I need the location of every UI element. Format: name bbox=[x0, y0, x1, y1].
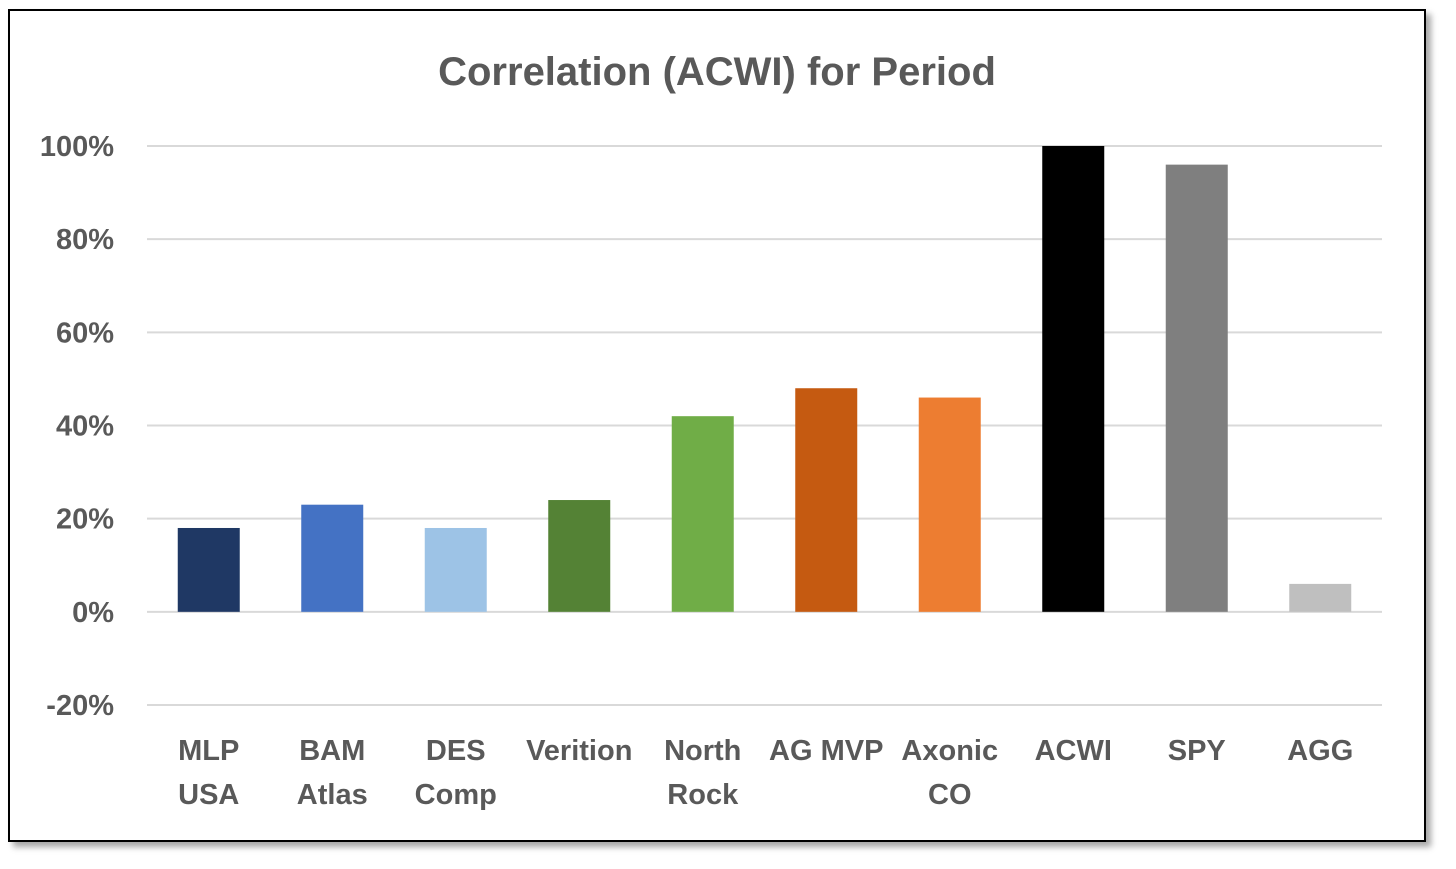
x-category-label: BAM bbox=[299, 735, 365, 767]
y-tick-label: 0% bbox=[72, 597, 114, 629]
x-axis-category-labels: MLP USA BAM Atlas DES Comp Verition North Rock AG… bbox=[178, 735, 1353, 811]
bar bbox=[1289, 583, 1352, 612]
bar bbox=[671, 416, 734, 612]
x-category-label: ACWI bbox=[1035, 735, 1112, 767]
x-category-label: Atlas bbox=[297, 779, 368, 811]
x-category-label: CO bbox=[928, 779, 972, 811]
x-category-label: Axonic bbox=[901, 735, 998, 767]
chart-title: Correlation (ACWI) for Period bbox=[438, 50, 996, 94]
y-tick-label: 40% bbox=[56, 411, 114, 443]
x-category-label: SPY bbox=[1168, 735, 1226, 767]
x-category-label: MLP bbox=[178, 735, 239, 767]
bars bbox=[177, 146, 1352, 612]
x-category-label: North bbox=[664, 735, 741, 767]
y-tick-label: 60% bbox=[56, 317, 114, 349]
x-category-label: DES bbox=[426, 735, 486, 767]
chart-frame: Correlation (ACWI) for Period 100% 80% 60%… bbox=[8, 9, 1426, 842]
y-tick-label: 80% bbox=[56, 224, 114, 256]
bar bbox=[918, 397, 981, 612]
y-axis-tick-labels: 100% 80% 60% 40% 20% 0% -20% bbox=[40, 131, 114, 722]
x-category-label: AGG bbox=[1287, 735, 1353, 767]
bar bbox=[1165, 164, 1228, 612]
bar bbox=[795, 388, 858, 612]
bar bbox=[548, 500, 611, 612]
bar bbox=[301, 504, 364, 612]
x-category-label: Comp bbox=[415, 779, 497, 811]
x-category-label: AG MVP bbox=[769, 735, 883, 767]
y-tick-label: 20% bbox=[56, 504, 114, 536]
y-tick-label: 100% bbox=[40, 131, 114, 163]
y-tick-label: -20% bbox=[46, 690, 114, 722]
bar bbox=[1042, 146, 1105, 612]
bar-chart: Correlation (ACWI) for Period 100% 80% 60%… bbox=[40, 50, 1382, 811]
bar bbox=[177, 527, 240, 612]
x-category-label: Verition bbox=[526, 735, 632, 767]
x-category-label: Rock bbox=[667, 779, 739, 811]
bar bbox=[424, 527, 487, 612]
x-category-label: USA bbox=[178, 779, 239, 811]
